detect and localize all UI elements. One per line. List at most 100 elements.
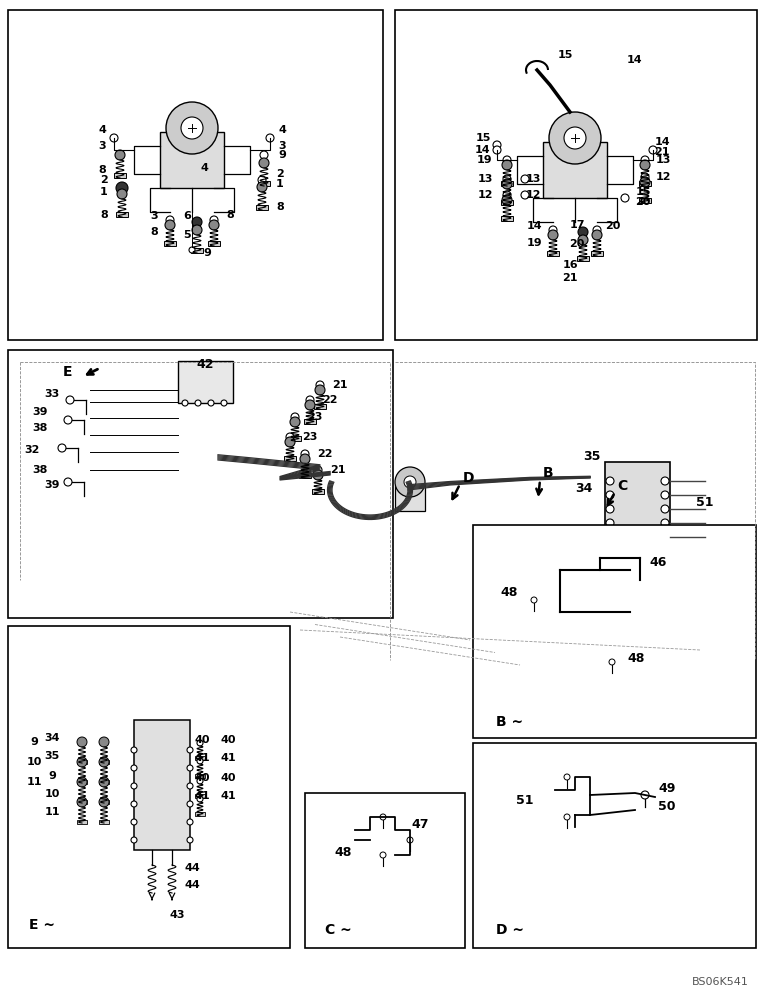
Bar	[77, 820, 87, 824]
Text: 16: 16	[562, 260, 578, 270]
Circle shape	[395, 467, 425, 497]
Text: 17: 17	[569, 220, 584, 230]
Bar	[99, 760, 109, 764]
Text: 46: 46	[649, 556, 667, 568]
Text: 38: 38	[32, 465, 47, 475]
Text: 12: 12	[526, 190, 541, 200]
Bar	[473, 525, 756, 738]
Circle shape	[404, 476, 416, 488]
Text: 34: 34	[44, 733, 60, 743]
Circle shape	[99, 777, 109, 787]
Circle shape	[117, 189, 127, 199]
Circle shape	[641, 791, 649, 799]
Bar	[501, 181, 513, 186]
Text: 48: 48	[500, 585, 518, 598]
Bar	[99, 820, 109, 824]
Circle shape	[521, 191, 529, 199]
Circle shape	[578, 227, 588, 237]
Text: 3: 3	[99, 141, 105, 151]
Text: 51: 51	[516, 794, 534, 806]
Text: 20: 20	[636, 197, 651, 207]
Circle shape	[640, 177, 650, 187]
Text: 14: 14	[474, 145, 490, 155]
Circle shape	[266, 134, 274, 142]
Text: 14: 14	[627, 55, 643, 65]
Circle shape	[77, 757, 87, 767]
Circle shape	[116, 182, 128, 194]
Text: 15: 15	[475, 133, 490, 143]
Text: 23: 23	[307, 412, 322, 422]
Circle shape	[315, 385, 325, 395]
Bar	[160, 132, 224, 188]
Circle shape	[503, 156, 511, 164]
Bar	[77, 760, 87, 764]
Circle shape	[531, 597, 537, 603]
Circle shape	[592, 230, 602, 240]
Text: C: C	[617, 479, 627, 493]
Text: 21: 21	[562, 273, 578, 283]
Text: 4: 4	[98, 125, 106, 135]
Bar	[164, 241, 176, 246]
Circle shape	[197, 758, 203, 764]
Text: 35: 35	[44, 751, 60, 761]
Text: 39: 39	[32, 407, 47, 417]
Bar	[116, 212, 128, 217]
Bar	[314, 404, 326, 409]
Bar	[639, 198, 651, 203]
Bar	[195, 756, 205, 760]
Text: 41: 41	[194, 753, 210, 763]
Bar	[591, 251, 603, 256]
Circle shape	[641, 156, 649, 164]
Circle shape	[649, 146, 657, 154]
Circle shape	[380, 852, 386, 858]
Text: 35: 35	[583, 450, 601, 464]
Circle shape	[77, 737, 87, 747]
Circle shape	[640, 160, 650, 170]
Circle shape	[502, 160, 512, 170]
Bar	[191, 248, 203, 253]
Text: 20: 20	[569, 239, 584, 249]
Circle shape	[407, 837, 413, 843]
Circle shape	[606, 477, 614, 485]
Bar	[99, 780, 109, 784]
Text: 9: 9	[278, 150, 286, 160]
Circle shape	[77, 797, 87, 807]
Circle shape	[197, 796, 203, 802]
Bar	[473, 743, 756, 948]
Text: E: E	[63, 365, 73, 379]
Circle shape	[58, 444, 66, 452]
Bar	[547, 251, 559, 256]
Circle shape	[260, 151, 268, 159]
Text: 4: 4	[200, 163, 208, 173]
Bar	[605, 462, 670, 547]
Text: 8: 8	[150, 227, 158, 237]
Circle shape	[197, 472, 203, 478]
Circle shape	[661, 477, 669, 485]
Text: 32: 32	[24, 445, 40, 455]
Circle shape	[313, 470, 323, 480]
Text: 21: 21	[330, 465, 346, 475]
Text: 40: 40	[220, 773, 236, 783]
Circle shape	[131, 765, 137, 771]
Text: 40: 40	[194, 773, 210, 783]
Text: D: D	[462, 471, 474, 485]
Text: 11: 11	[44, 807, 60, 817]
Text: 40: 40	[194, 735, 210, 745]
Text: 15: 15	[557, 50, 573, 60]
Text: 13: 13	[526, 174, 541, 184]
Text: 23: 23	[303, 432, 318, 442]
Bar	[178, 361, 233, 403]
Circle shape	[606, 519, 614, 527]
Circle shape	[306, 396, 314, 404]
Circle shape	[316, 381, 324, 389]
Bar	[77, 780, 87, 784]
Circle shape	[258, 176, 266, 184]
Circle shape	[99, 797, 109, 807]
Circle shape	[257, 182, 267, 192]
Circle shape	[621, 194, 629, 202]
Bar	[114, 173, 126, 178]
Text: 41: 41	[220, 753, 236, 763]
Circle shape	[64, 416, 72, 424]
Circle shape	[77, 777, 87, 787]
Circle shape	[131, 801, 137, 807]
